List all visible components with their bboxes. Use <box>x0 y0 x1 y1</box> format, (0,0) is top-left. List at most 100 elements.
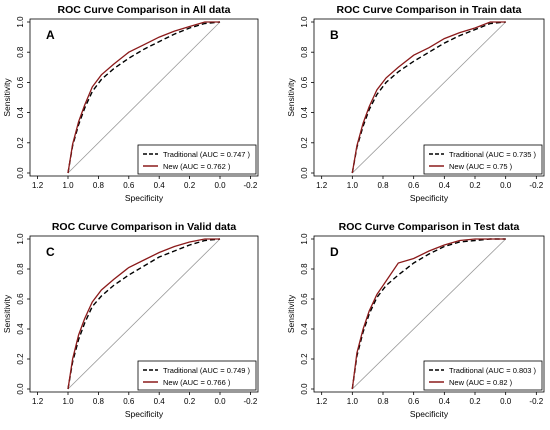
x-tick-label: 1.2 <box>316 397 328 406</box>
x-tick-label: 0.8 <box>93 397 105 406</box>
legend: Traditional (AUC = 0.747 ) New (AUC = 0.7… <box>137 144 257 175</box>
x-tick-label: 0.2 <box>469 181 481 190</box>
x-tick-label: 0.0 <box>500 397 512 406</box>
y-tick-label: 1.0 <box>16 233 25 245</box>
y-tick-label: 0.4 <box>300 106 309 118</box>
panel-letter: A <box>46 28 55 42</box>
y-tick-label: 0.2 <box>300 137 309 149</box>
new-roc-line <box>67 238 220 390</box>
traditional-roc-line <box>67 238 221 390</box>
y-tick-label: 0.2 <box>16 137 25 149</box>
x-tick-label: 0.6 <box>408 181 420 190</box>
x-tick-label: 0.4 <box>439 397 451 406</box>
x-tick-label: 1.2 <box>32 181 44 190</box>
panel-title: ROC Curve Comparison in All data <box>58 4 231 16</box>
x-tick-label: 0.0 <box>214 397 226 406</box>
panel-letter: D <box>330 245 339 259</box>
y-tick-label: 0.0 <box>300 383 309 395</box>
y-tick-label: 0.2 <box>300 353 309 365</box>
y-axis-label: Sensitivity <box>2 78 12 117</box>
legend-entry: Traditional (AUC = 0.747 ) <box>163 150 251 159</box>
y-tick-label: 0.4 <box>16 106 25 118</box>
new-roc-line <box>351 238 506 390</box>
x-tick-label: 0.8 <box>93 181 105 190</box>
y-tick-label: 1.0 <box>300 233 309 245</box>
x-tick-label: 1.2 <box>316 181 328 190</box>
x-tick-label: -0.2 <box>529 397 543 406</box>
legend-entry: Traditional (AUC = 0.803 ) <box>449 366 537 375</box>
y-axis-label: Sensitivity <box>286 78 296 117</box>
x-tick-label: 0.8 <box>377 181 389 190</box>
y-tick-label: 0.2 <box>16 353 25 365</box>
y-tick-label: 0.0 <box>300 167 309 179</box>
legend: Traditional (AUC = 0.735 ) New (AUC = 0.7… <box>423 144 543 175</box>
y-tick-label: 0.6 <box>16 76 25 88</box>
x-axis-label: Specificity <box>410 409 449 419</box>
y-tick-label: 1.0 <box>300 16 309 28</box>
x-tick-label: 1.0 <box>62 397 74 406</box>
x-tick-label: 0.6 <box>123 397 135 406</box>
plot-frame <box>29 18 259 177</box>
x-tick-label: 1.0 <box>62 181 74 190</box>
x-tick-label: -0.2 <box>529 181 543 190</box>
panel-title: ROC Curve Comparison in Train data <box>337 4 522 16</box>
x-axis-label: Specificity <box>125 193 164 203</box>
plot-frame <box>313 235 545 393</box>
y-tick-label: 0.6 <box>300 76 309 88</box>
y-tick-label: 0.0 <box>16 167 25 179</box>
x-axis-label: Specificity <box>410 193 449 203</box>
x-tick-label: 0.0 <box>500 181 512 190</box>
legend: Traditional (AUC = 0.749 ) New (AUC = 0.7… <box>137 360 257 391</box>
x-tick-label: -0.2 <box>244 181 258 190</box>
x-tick-label: 1.0 <box>347 181 359 190</box>
y-tick-label: 0.6 <box>300 293 309 305</box>
diagonal-line <box>67 21 221 174</box>
legend-entry: New (AUC = 0.762 ) <box>163 162 231 171</box>
x-tick-label: 0.6 <box>408 397 420 406</box>
y-tick-label: 1.0 <box>16 16 25 28</box>
plot-frame <box>29 235 259 393</box>
x-axis-label: Specificity <box>125 409 164 419</box>
x-tick-label: -0.2 <box>244 397 258 406</box>
legend-box <box>137 144 257 175</box>
x-tick-label: 0.4 <box>154 181 166 190</box>
legend-box <box>137 360 257 391</box>
y-tick-label: 0.8 <box>300 263 309 275</box>
diagonal-line <box>352 21 506 174</box>
x-tick-label: 0.0 <box>214 181 226 190</box>
panel-letter: C <box>46 245 55 259</box>
x-tick-label: 0.2 <box>184 181 196 190</box>
y-tick-label: 0.4 <box>300 323 309 335</box>
legend: Traditional (AUC = 0.803 ) New (AUC = 0.8… <box>423 360 543 391</box>
y-tick-label: 0.0 <box>16 383 25 395</box>
y-axis-label: Sensitivity <box>2 294 12 333</box>
new-roc-line <box>67 21 220 174</box>
legend-entry: Traditional (AUC = 0.749 ) <box>163 366 251 375</box>
new-roc-line <box>351 21 506 174</box>
panel-title: ROC Curve Comparison in Test data <box>339 221 520 233</box>
legend-box <box>423 144 543 175</box>
traditional-roc-line <box>351 238 506 390</box>
x-tick-label: 0.8 <box>377 397 389 406</box>
x-tick-label: 1.0 <box>347 397 359 406</box>
panel-title: ROC Curve Comparison in Valid data <box>52 221 237 233</box>
diagonal-line <box>67 238 221 390</box>
plot-frame <box>313 18 545 177</box>
y-tick-label: 0.8 <box>300 46 309 58</box>
y-tick-label: 0.4 <box>16 323 25 335</box>
panel-letter: B <box>330 28 339 42</box>
legend-entry: New (AUC = 0.82 ) <box>449 378 513 387</box>
x-tick-label: 0.2 <box>184 397 196 406</box>
y-tick-label: 0.8 <box>16 263 25 275</box>
x-tick-label: 0.6 <box>123 181 135 190</box>
legend-entry: Traditional (AUC = 0.735 ) <box>449 150 537 159</box>
x-tick-label: 0.4 <box>439 181 451 190</box>
legend-entry: New (AUC = 0.75 ) <box>449 162 513 171</box>
y-tick-label: 0.8 <box>16 46 25 58</box>
legend-box <box>423 360 543 391</box>
roc-panel-b: ROC Curve Comparison in Train data B 1.2 1.… <box>286 4 545 203</box>
y-axis-label: Sensitivity <box>286 294 296 333</box>
